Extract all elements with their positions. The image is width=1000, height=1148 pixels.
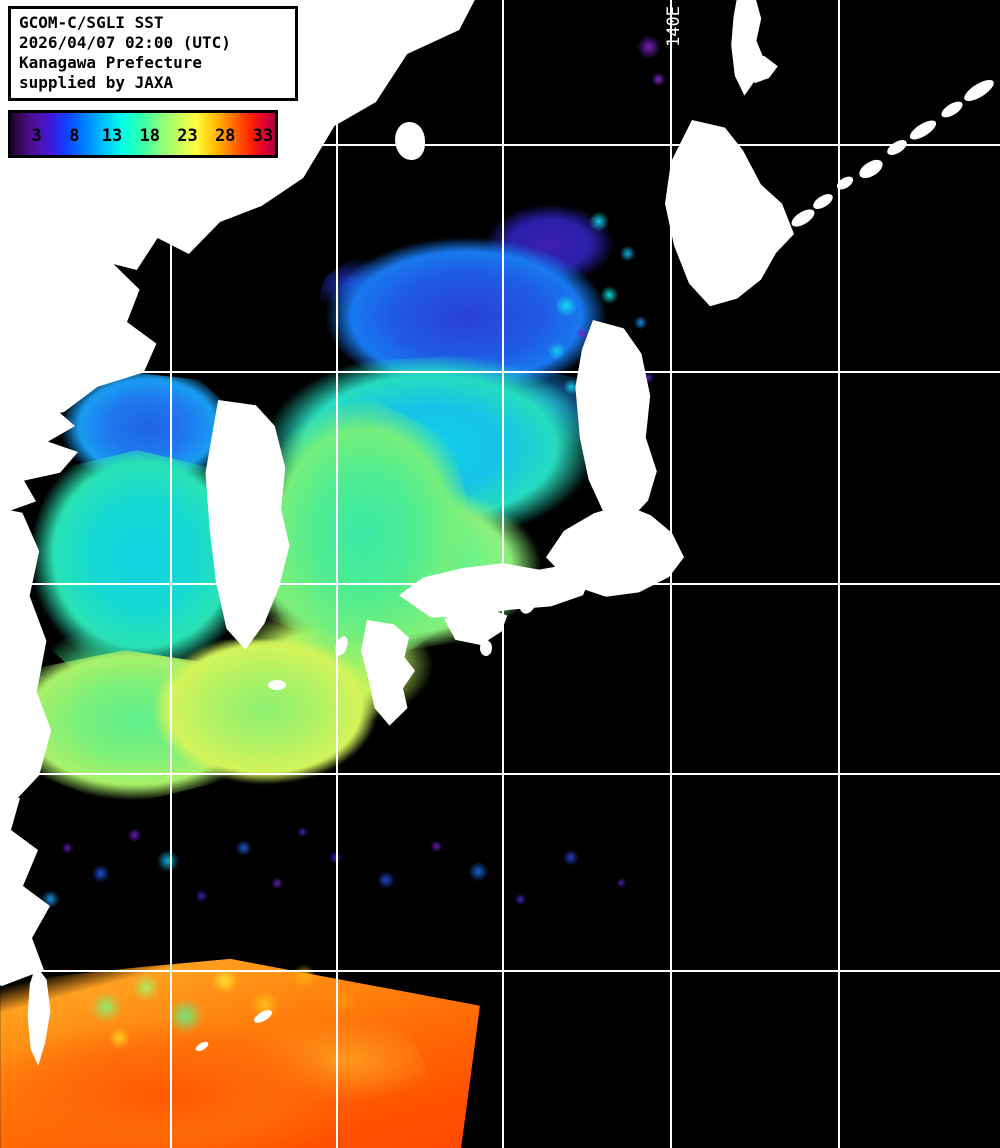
land-kuril-5 — [884, 137, 910, 158]
land-awaji — [480, 640, 492, 656]
colorbar-tick: 28 — [214, 126, 236, 146]
colorbar-gradient — [11, 113, 275, 155]
sst-scatter-ecs-cold — [260, 810, 680, 950]
land-taiwan — [27, 965, 51, 1066]
colorbar-tick: 3 — [31, 126, 42, 146]
sst-region-tropical-transition — [60, 950, 390, 1060]
land-kuril-1 — [788, 206, 818, 230]
land-kuril-3 — [834, 173, 856, 193]
sst-region-ecs-shelf — [150, 640, 380, 790]
sst-swath-edge-mask — [481, 940, 1000, 1148]
title-credit: supplied by JAXA — [19, 73, 174, 92]
land-ulleungdo — [395, 122, 425, 160]
colorbar-tick-labels: 3 8 13 18 23 28 33 — [11, 113, 275, 155]
land-kuril-6 — [907, 116, 939, 144]
longitude-label-140e: 140E — [664, 6, 684, 47]
colorbar-tick: 18 — [139, 126, 161, 146]
latitude-label-40n: 40N — [10, 355, 41, 375]
land-kuril-2 — [810, 191, 836, 212]
title-region: Kanagawa Prefecture — [19, 53, 203, 72]
land-kuril-4 — [856, 156, 886, 182]
land-jeju — [268, 680, 286, 690]
colorbar-tick: 33 — [252, 126, 274, 146]
colorbar-tick: 23 — [177, 126, 198, 146]
land-sakhalin — [731, 0, 764, 96]
colorbar-tick: 13 — [101, 126, 123, 146]
land-kuril-7 — [938, 98, 966, 121]
colorbar-tick: 8 — [69, 126, 80, 146]
title-product: GCOM-C/SGLI SST — [19, 13, 164, 32]
title-datetime: 2026/04/07 02:00 (UTC) — [19, 33, 231, 52]
title-info-box: GCOM-C/SGLI SST 2026/04/07 02:00 (UTC) K… — [8, 6, 298, 101]
sst-colorbar: 3 8 13 18 23 28 33 — [8, 110, 278, 158]
land-kuril-8 — [961, 75, 997, 106]
